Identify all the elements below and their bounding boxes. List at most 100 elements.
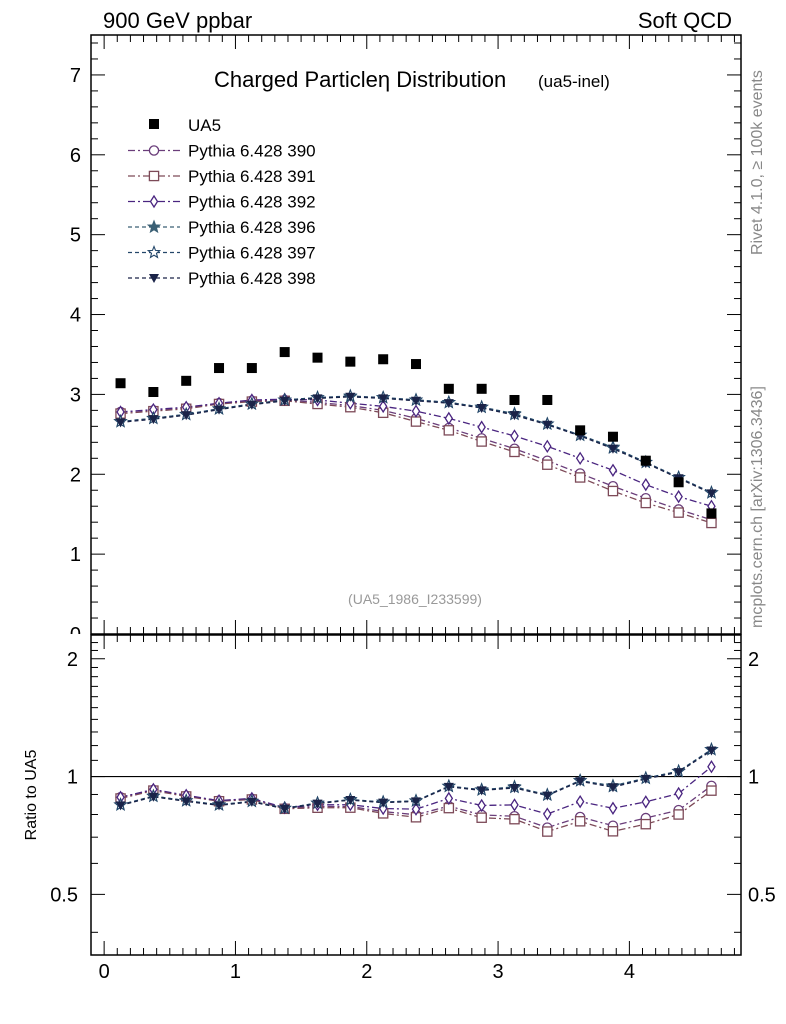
x-tick-label: 1 xyxy=(230,961,241,983)
point-ua5 xyxy=(345,356,356,367)
legend-marker-pythia-6-428-392 xyxy=(149,194,159,209)
point-pythia-6-428-398 xyxy=(706,489,717,499)
point-pythia-6-428-391 xyxy=(640,497,652,509)
legend-label-pythia-6-428-392: Pythia 6.428 392 xyxy=(188,193,316,212)
point-ua5 xyxy=(181,375,192,386)
ratio-point-pythia-6-428-398 xyxy=(476,786,487,796)
x-tick-label: 2 xyxy=(361,961,372,983)
point-pythia-6-428-391 xyxy=(542,459,553,470)
ratio-point-pythia-6-428-398 xyxy=(706,746,717,756)
ratio-point-pythia-6-428-391 xyxy=(509,813,520,825)
point-pythia-6-428-391 xyxy=(706,517,717,529)
ratio-point-pythia-6-428-398 xyxy=(115,801,126,811)
ratio-point-pythia-6-428-398 xyxy=(443,782,454,792)
ratio-plot-frame: 0 1 2 3 4 0.5 0.5 1 1 2 2 xyxy=(50,634,776,983)
ratio-point-pythia-6-428-392 xyxy=(575,794,585,809)
point-pythia-6-428-398 xyxy=(345,392,356,402)
ratio-point-pythia-6-428-391 xyxy=(476,812,487,823)
ratio-point-pythia-6-428-398 xyxy=(148,792,159,802)
point-ua5 xyxy=(378,354,389,365)
legend-marker-pythia-6-428-391 xyxy=(148,170,160,182)
legend-label-ua5: UA5 xyxy=(188,116,221,135)
point-pythia-6-428-391 xyxy=(607,485,619,497)
point-pythia-6-428-392 xyxy=(444,411,454,426)
point-pythia-6-428-398 xyxy=(607,444,618,454)
ratio-point-pythia-6-428-398 xyxy=(640,774,651,784)
point-ua5 xyxy=(476,383,487,394)
main-plot-border xyxy=(90,34,742,635)
ratio-tick-label-right: 2 xyxy=(748,649,759,671)
ratio-tick-label-left: 1 xyxy=(67,767,78,789)
ratio-point-pythia-6-428-398 xyxy=(181,797,192,807)
y-tick-label: 2 xyxy=(70,464,81,486)
point-pythia-6-428-391 xyxy=(509,446,520,458)
ratio-point-pythia-6-428-392 xyxy=(641,795,651,809)
main-plot-frame: 1 2 3 4 5 6 7 0 xyxy=(70,34,742,646)
ratio-point-pythia-6-428-398 xyxy=(673,768,684,778)
point-pythia-6-428-398 xyxy=(148,415,159,425)
y-tick-label: 6 xyxy=(70,145,81,167)
legend-marker-pythia-6-428-398 xyxy=(149,274,159,283)
legend-marker-ua5 xyxy=(149,119,159,129)
ratio-point-pythia-6-428-398 xyxy=(345,796,356,806)
ratio-point-pythia-6-428-391 xyxy=(640,818,652,830)
x-tick-label: 0 xyxy=(99,961,110,983)
ratio-tick-label-right: 1 xyxy=(748,767,759,789)
x-tick-label: 3 xyxy=(493,961,504,983)
ratio-point-pythia-6-428-392 xyxy=(444,791,454,806)
point-ua5 xyxy=(214,363,225,374)
point-ua5 xyxy=(246,363,257,374)
point-pythia-6-428-391 xyxy=(673,507,684,518)
point-pythia-6-428-391 xyxy=(476,436,487,447)
point-pythia-6-428-391 xyxy=(410,416,422,427)
point-pythia-6-428-392 xyxy=(510,429,519,443)
point-ua5 xyxy=(443,383,454,394)
legend-label-pythia-6-428-396: Pythia 6.428 396 xyxy=(188,218,316,237)
ratio-point-pythia-6-428-391 xyxy=(542,826,553,837)
mcplots-reference-label: mcplots.cern.ch [arXiv:1306.3436] xyxy=(749,386,766,628)
point-pythia-6-428-398 xyxy=(312,394,323,404)
point-pythia-6-428-392 xyxy=(575,451,585,466)
ratio-point-pythia-6-428-398 xyxy=(575,777,586,787)
point-pythia-6-428-398 xyxy=(542,420,553,430)
ratio-point-pythia-6-428-398 xyxy=(542,791,553,801)
ratio-point-pythia-6-428-392 xyxy=(510,798,519,812)
header-left-label: 900 GeV ppbar xyxy=(103,8,252,33)
point-pythia-6-428-398 xyxy=(214,405,225,415)
point-pythia-6-428-391 xyxy=(574,472,586,483)
ratio-tick-label-left: 2 xyxy=(67,649,78,671)
point-ua5 xyxy=(640,455,651,466)
legend-label-pythia-6-428-390: Pythia 6.428 390 xyxy=(188,142,316,161)
rivet-version-label: Rivet 4.1.0, ≥ 100k events xyxy=(749,70,766,255)
y-tick-label-zero: 0 xyxy=(70,624,81,646)
point-pythia-6-428-398 xyxy=(181,411,192,421)
chart-title: Charged Particleη Distribution xyxy=(214,67,506,92)
point-pythia-6-428-398 xyxy=(476,403,487,413)
point-ua5 xyxy=(115,378,126,389)
point-pythia-6-428-392 xyxy=(477,420,486,434)
legend-label-pythia-6-428-397: Pythia 6.428 397 xyxy=(188,244,316,263)
ratio-plot-series xyxy=(113,742,719,837)
point-ua5 xyxy=(607,431,618,442)
ratio-point-pythia-6-428-391 xyxy=(607,826,619,837)
point-pythia-6-428-391 xyxy=(443,425,455,436)
point-ua5 xyxy=(312,352,323,363)
legend-marker-pythia-6-428-390 xyxy=(148,145,160,156)
ratio-point-pythia-6-428-398 xyxy=(411,797,421,807)
point-pythia-6-428-392 xyxy=(543,439,552,454)
main-plot-series xyxy=(113,347,719,529)
legend-label-pythia-6-428-398: Pythia 6.428 398 xyxy=(188,269,316,288)
ratio-point-pythia-6-428-391 xyxy=(706,785,717,796)
point-pythia-6-428-398 xyxy=(509,411,520,421)
point-pythia-6-428-392 xyxy=(378,399,388,414)
chart-subtitle: (ua5-inel) xyxy=(538,72,610,91)
ratio-point-pythia-6-428-391 xyxy=(574,816,586,827)
ratio-point-pythia-6-428-398 xyxy=(509,783,520,793)
ratio-point-pythia-6-428-392 xyxy=(608,801,618,815)
y-tick-label: 4 xyxy=(70,305,81,327)
ratio-point-pythia-6-428-392 xyxy=(707,760,716,774)
point-pythia-6-428-392 xyxy=(411,404,421,418)
ratio-point-pythia-6-428-392 xyxy=(674,786,683,801)
point-ua5 xyxy=(509,394,520,405)
